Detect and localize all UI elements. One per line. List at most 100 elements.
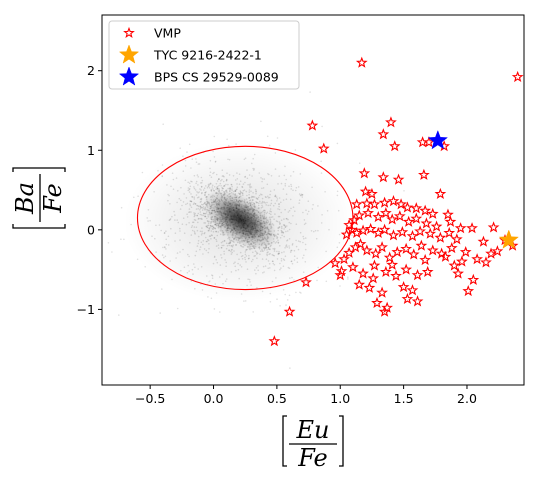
density-point	[230, 218, 232, 220]
density-point	[197, 235, 200, 238]
density-point	[228, 227, 230, 230]
density-point	[241, 246, 244, 248]
density-point	[213, 189, 215, 192]
density-point	[249, 233, 252, 235]
density-point	[250, 227, 252, 229]
density-point	[234, 232, 237, 235]
density-point	[272, 233, 275, 236]
density-point	[244, 216, 247, 219]
density-point	[215, 245, 218, 247]
density-point	[199, 182, 202, 184]
density-point	[255, 224, 258, 226]
density-point	[219, 230, 222, 232]
density-point	[208, 281, 210, 283]
density-point	[266, 222, 269, 224]
density-point	[245, 249, 247, 252]
density-point	[242, 243, 245, 246]
density-point	[266, 236, 269, 239]
density-point	[228, 196, 230, 198]
density-point	[265, 221, 267, 223]
density-point	[265, 226, 267, 229]
density-point	[248, 236, 250, 239]
series-0	[268, 56, 524, 347]
density-point	[269, 248, 271, 250]
density-point	[259, 236, 262, 238]
density-point	[224, 218, 226, 220]
density-point	[255, 229, 257, 231]
density-point	[213, 156, 216, 158]
density-point	[239, 218, 241, 220]
density-point	[283, 228, 285, 230]
density-point	[210, 176, 213, 178]
density-point	[247, 246, 249, 248]
density-point	[251, 175, 253, 177]
density-point	[234, 190, 237, 192]
density-point	[285, 230, 287, 233]
density-point	[222, 212, 224, 215]
density-point	[255, 229, 258, 232]
vmp-point	[467, 273, 480, 285]
density-point	[211, 206, 213, 209]
density-point	[243, 229, 245, 232]
density-point	[213, 203, 215, 206]
density-point	[216, 214, 219, 216]
density-point	[214, 216, 217, 218]
density-point	[216, 218, 218, 221]
density-point	[222, 208, 224, 210]
density-point	[325, 280, 328, 283]
density-point	[226, 244, 229, 247]
density-point	[298, 202, 301, 204]
density-point	[246, 201, 249, 203]
density-point	[270, 213, 272, 216]
density-point	[244, 181, 246, 184]
density-point	[269, 222, 272, 224]
density-point	[255, 209, 257, 211]
density-point	[232, 226, 234, 229]
density-point	[242, 224, 244, 226]
density-point	[183, 266, 186, 269]
density-point	[217, 203, 219, 205]
density-point	[253, 224, 256, 227]
density-point	[249, 199, 252, 201]
density-point	[218, 200, 221, 202]
density-point	[210, 238, 212, 240]
density-point	[276, 236, 279, 239]
density-point	[247, 225, 249, 227]
density-point	[182, 217, 185, 219]
density-point	[76, 200, 78, 202]
density-point	[290, 249, 292, 252]
density-point	[197, 212, 200, 215]
density-point	[214, 205, 216, 208]
density-point	[223, 250, 225, 253]
density-point	[213, 209, 215, 212]
density-point	[165, 243, 168, 246]
density-point	[247, 224, 249, 227]
density-point	[203, 187, 206, 189]
density-point	[258, 194, 261, 197]
density-point	[274, 152, 277, 154]
density-point	[265, 216, 268, 219]
density-point	[193, 218, 196, 221]
density-point	[199, 248, 201, 251]
density-point	[215, 223, 217, 226]
density-point	[244, 175, 247, 178]
density-point	[216, 234, 219, 237]
density-point	[218, 212, 220, 214]
density-point	[251, 216, 253, 219]
density-point	[271, 216, 274, 218]
density-point	[193, 196, 195, 198]
density-point	[250, 221, 253, 223]
density-point	[169, 260, 171, 262]
density-point	[173, 210, 175, 213]
density-point	[269, 190, 272, 192]
density-point	[254, 235, 256, 238]
density-point	[241, 232, 244, 234]
density-point	[179, 251, 181, 253]
density-point	[206, 186, 209, 189]
density-point	[200, 206, 203, 209]
vmp-point	[383, 251, 396, 263]
vmp-point	[372, 210, 385, 223]
density-point	[227, 234, 229, 236]
density-point	[253, 212, 255, 215]
density-point	[321, 214, 323, 216]
